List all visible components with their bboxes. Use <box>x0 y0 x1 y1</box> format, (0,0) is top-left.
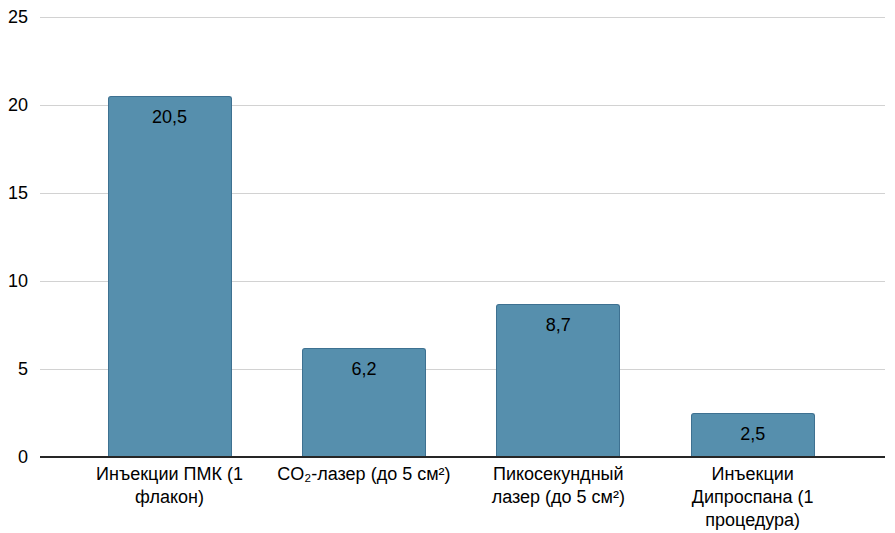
gridline-y-25 <box>40 17 885 18</box>
category-label-line: Дипроспана (1 <box>658 486 848 509</box>
category-label-line: лазер (до 5 см²) <box>463 486 653 509</box>
category-label-line: Инъекции ПМК (1 <box>75 463 265 486</box>
category-label-line: флакон) <box>75 486 265 509</box>
category-label: ИнъекцииДипроспана (1процедура) <box>658 463 848 532</box>
y-tick-label-15: 15 <box>0 182 28 204</box>
category-label-line: Пикосекундный <box>463 463 653 486</box>
plot-area: 0 5 10 15 20 25 20,5 6,2 8,7 2,5 Инъекции ПМК (1… <box>0 0 895 533</box>
y-tick-label-25: 25 <box>0 6 28 28</box>
x-axis-line <box>40 456 885 458</box>
bar <box>108 96 232 457</box>
y-tick-label-0: 0 <box>0 446 28 468</box>
bar-value-label: 2,5 <box>691 425 815 443</box>
category-label: Пикосекундныйлазер (до 5 см²) <box>463 463 653 509</box>
y-tick-label-5: 5 <box>0 358 28 380</box>
y-tick-label-20: 20 <box>0 94 28 116</box>
category-label: Инъекции ПМК (1флакон) <box>75 463 265 509</box>
category-label: CO₂-лазер (до 5 см²) <box>269 463 459 486</box>
y-tick-label-10: 10 <box>0 270 28 292</box>
bar-chart: 0 5 10 15 20 25 20,5 6,2 8,7 2,5 Инъекции ПМК (1… <box>0 0 895 533</box>
category-label-line: CO₂-лазер (до 5 см²) <box>269 463 459 486</box>
bar-value-label: 8,7 <box>496 316 620 334</box>
category-label-line: процедура) <box>658 509 848 532</box>
category-label-line: Инъекции <box>658 463 848 486</box>
bar-value-label: 6,2 <box>302 360 426 378</box>
bar-value-label: 20,5 <box>108 108 232 126</box>
